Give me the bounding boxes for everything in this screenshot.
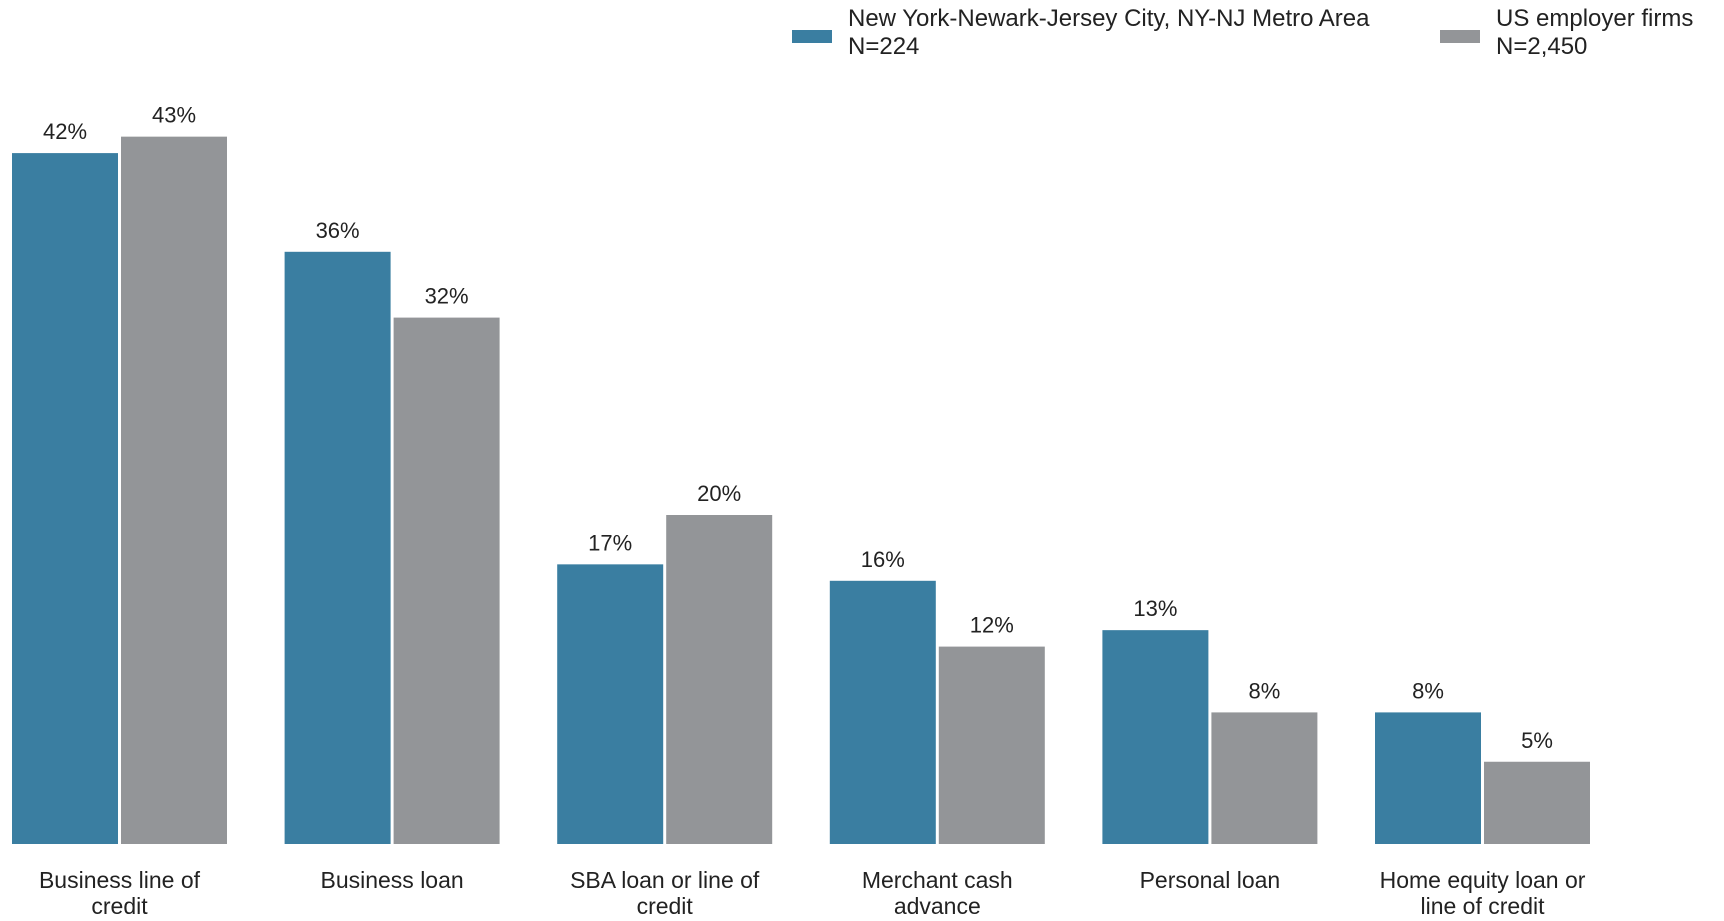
legend-item-series-2: US employer firms N=2,450 [1440, 5, 1693, 60]
bar-series-2 [1484, 761, 1590, 844]
legend: New York-Newark-Jersey City, NY-NJ Metro… [792, 5, 1693, 60]
data-label: 42% [43, 119, 87, 144]
bar-series-1 [829, 580, 936, 844]
plot-area: 42%43%Business line ofcredit36%32%Busine… [12, 103, 1590, 919]
category-label: Business line of [39, 867, 201, 893]
legend-sample-series-1: N=224 [848, 33, 919, 60]
bar-series-1 [557, 564, 664, 844]
bar-series-1 [12, 153, 118, 845]
legend-label-series-1: New York-Newark-Jersey City, NY-NJ Metro… [848, 5, 1370, 32]
bar-series-2 [938, 646, 1045, 844]
data-label: 36% [316, 218, 360, 243]
bar-series-2 [1211, 712, 1318, 844]
category-label: advance [894, 893, 981, 916]
category-label: Personal loan [1140, 867, 1281, 893]
legend-swatch-series-2 [1440, 30, 1480, 43]
category-label: credit [91, 893, 148, 916]
bar-group: 36% 32% Business loan [284, 218, 500, 893]
data-label: 13% [1133, 596, 1177, 621]
data-label: 20% [697, 481, 741, 506]
data-label: 8% [1249, 678, 1281, 703]
category-label: Business loan [320, 867, 463, 893]
category-label: line of credit [1420, 893, 1545, 916]
bar-series-1 [1375, 712, 1481, 844]
bar-series-2 [666, 515, 773, 844]
data-label: 12% [970, 613, 1014, 638]
category-label: Merchant cash [862, 867, 1013, 893]
legend-item-series-1: New York-Newark-Jersey City, NY-NJ Metro… [792, 5, 1370, 60]
category-label: Home equity loan or [1380, 867, 1586, 893]
legend-swatch-series-1 [792, 30, 832, 43]
data-label: 16% [861, 547, 905, 572]
bar-series-1 [1102, 630, 1209, 844]
bar-series-1 [284, 251, 391, 845]
data-label: 43% [152, 103, 196, 128]
bar-group: 13% 8% Personal loan [1102, 596, 1318, 893]
legend-sample-series-2: N=2,450 [1496, 33, 1587, 60]
data-label: 5% [1521, 728, 1553, 753]
bar-series-2 [393, 317, 500, 845]
data-label: 32% [425, 284, 469, 309]
data-label: 17% [588, 530, 632, 555]
category-label: credit [637, 893, 694, 916]
legend-label-series-2: US employer firms [1496, 5, 1693, 32]
bar-series-2 [121, 136, 227, 844]
data-label: 8% [1412, 678, 1444, 703]
category-label: SBA loan or line of [570, 867, 760, 893]
